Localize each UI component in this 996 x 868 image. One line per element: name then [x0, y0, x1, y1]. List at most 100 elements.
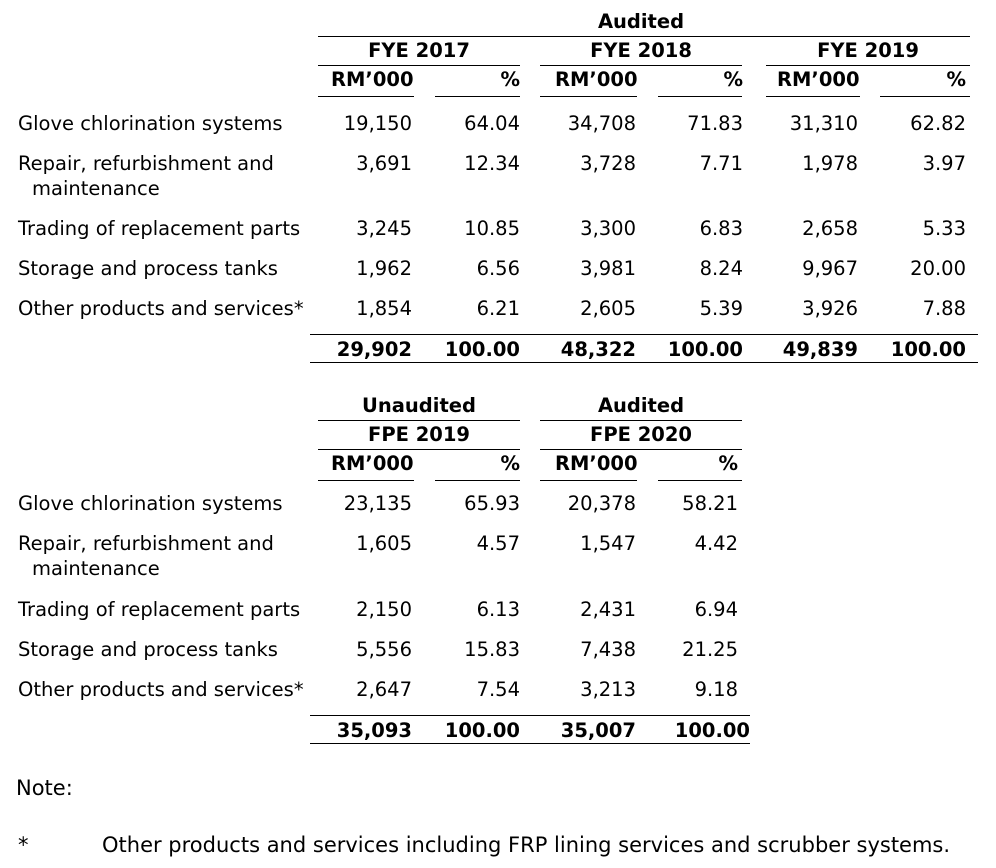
cell-pct: 64.04 [464, 112, 520, 135]
period-header-fye2019: FYE 2019 [817, 39, 919, 62]
cell-pct: 3.97 [922, 152, 966, 175]
total-rm: 35,007 [560, 719, 636, 742]
col-rule [880, 96, 970, 97]
row-label: Storage and process tanks [18, 638, 278, 661]
row-label: Repair, refurbishment and maintenance [18, 532, 274, 580]
row-label: Storage and process tanks [18, 257, 278, 280]
header-rule [540, 420, 742, 421]
col-header-rm: RM’000 [331, 452, 414, 475]
cell-rm: 23,135 [343, 492, 412, 515]
total-top-rule [310, 334, 978, 335]
cell-rm: 1,605 [356, 532, 412, 555]
period-rule [540, 449, 742, 450]
col-rule [658, 480, 742, 481]
cell-pct: 6.83 [699, 217, 743, 240]
cell-rm: 3,981 [580, 257, 636, 280]
cell-pct: 21.25 [682, 638, 738, 661]
cell-rm: 1,962 [356, 257, 412, 280]
note-text: Other products and services including FR… [102, 833, 951, 857]
cell-pct: 4.42 [694, 532, 738, 555]
total-bottom-rule [310, 743, 750, 744]
row-label: Trading of replacement parts [18, 598, 301, 621]
col-rule [435, 480, 520, 481]
col-header-rm: RM’000 [777, 68, 860, 91]
total-rm: 48,322 [560, 338, 636, 361]
total-rm: 49,839 [782, 338, 858, 361]
header-rule [318, 36, 970, 37]
col-rule [435, 96, 520, 97]
cell-rm: 3,300 [580, 217, 636, 240]
cell-rm: 3,213 [580, 678, 636, 701]
row-label: Glove chlorination systems [18, 492, 283, 515]
row-label: Glove chlorination systems [18, 112, 283, 135]
row-label: Other products and services* [18, 678, 304, 701]
col-rule [658, 96, 742, 97]
header-rule [318, 420, 520, 421]
col-header-pct: % [718, 452, 738, 475]
cell-rm: 2,658 [802, 217, 858, 240]
cell-pct: 7.88 [922, 297, 966, 320]
col-header-pct: % [723, 68, 743, 91]
period-header-fpe2019: FPE 2019 [368, 423, 470, 446]
cell-pct: 20.00 [910, 257, 966, 280]
row-label: Repair, refurbishment and maintenance [18, 152, 274, 200]
group-header-audited: Audited [597, 10, 685, 33]
cell-rm: 1,854 [356, 297, 412, 320]
cell-rm: 1,978 [802, 152, 858, 175]
cell-pct: 7.54 [476, 678, 520, 701]
cell-rm: 9,967 [802, 257, 858, 280]
cell-pct: 71.83 [687, 112, 743, 135]
total-bottom-rule [310, 362, 978, 363]
col-header-pct: % [946, 68, 966, 91]
cell-rm: 5,556 [356, 638, 412, 661]
total-pct: 100.00 [890, 338, 966, 361]
cell-rm: 7,438 [580, 638, 636, 661]
total-rm: 35,093 [336, 719, 412, 742]
period-header-fye2018: FYE 2018 [590, 39, 692, 62]
period-rule [766, 65, 970, 66]
cell-rm: 3,245 [356, 217, 412, 240]
cell-pct: 10.85 [464, 217, 520, 240]
cell-pct: 9.18 [694, 678, 738, 701]
col-rule [766, 96, 860, 97]
cell-rm: 2,647 [356, 678, 412, 701]
cell-pct: 6.94 [694, 598, 738, 621]
note-marker: * [18, 833, 29, 857]
period-header-fpe2020: FPE 2020 [590, 423, 692, 446]
total-top-rule [310, 715, 750, 716]
total-pct: 100.00 [674, 719, 750, 742]
period-rule [318, 449, 520, 450]
cell-pct: 12.34 [464, 152, 520, 175]
col-rule [318, 96, 414, 97]
cell-rm: 20,378 [567, 492, 636, 515]
cell-pct: 5.33 [922, 217, 966, 240]
cell-pct: 6.13 [476, 598, 520, 621]
group-header-unaudited: Unaudited [362, 394, 476, 417]
cell-pct: 7.71 [699, 152, 743, 175]
cell-pct: 8.24 [699, 257, 743, 280]
cell-rm: 2,150 [356, 598, 412, 621]
cell-pct: 5.39 [699, 297, 743, 320]
cell-pct: 6.21 [476, 297, 520, 320]
cell-rm: 3,728 [580, 152, 636, 175]
col-header-pct: % [500, 68, 520, 91]
cell-pct: 6.56 [476, 257, 520, 280]
cell-rm: 3,926 [802, 297, 858, 320]
period-header-fye2017: FYE 2017 [368, 39, 470, 62]
total-rm: 29,902 [336, 338, 412, 361]
row-label: Trading of replacement parts [18, 217, 301, 240]
note-heading: Note: [16, 776, 73, 800]
cell-rm: 2,431 [580, 598, 636, 621]
cell-rm: 3,691 [356, 152, 412, 175]
cell-pct: 4.57 [476, 532, 520, 555]
total-pct: 100.00 [444, 719, 520, 742]
cell-rm: 2,605 [580, 297, 636, 320]
col-header-rm: RM’000 [331, 68, 414, 91]
total-pct: 100.00 [444, 338, 520, 361]
col-rule [540, 96, 637, 97]
cell-pct: 62.82 [910, 112, 966, 135]
cell-rm: 34,708 [567, 112, 636, 135]
row-label: Other products and services* [18, 297, 304, 320]
col-header-pct: % [500, 452, 520, 475]
cell-pct: 58.21 [682, 492, 738, 515]
